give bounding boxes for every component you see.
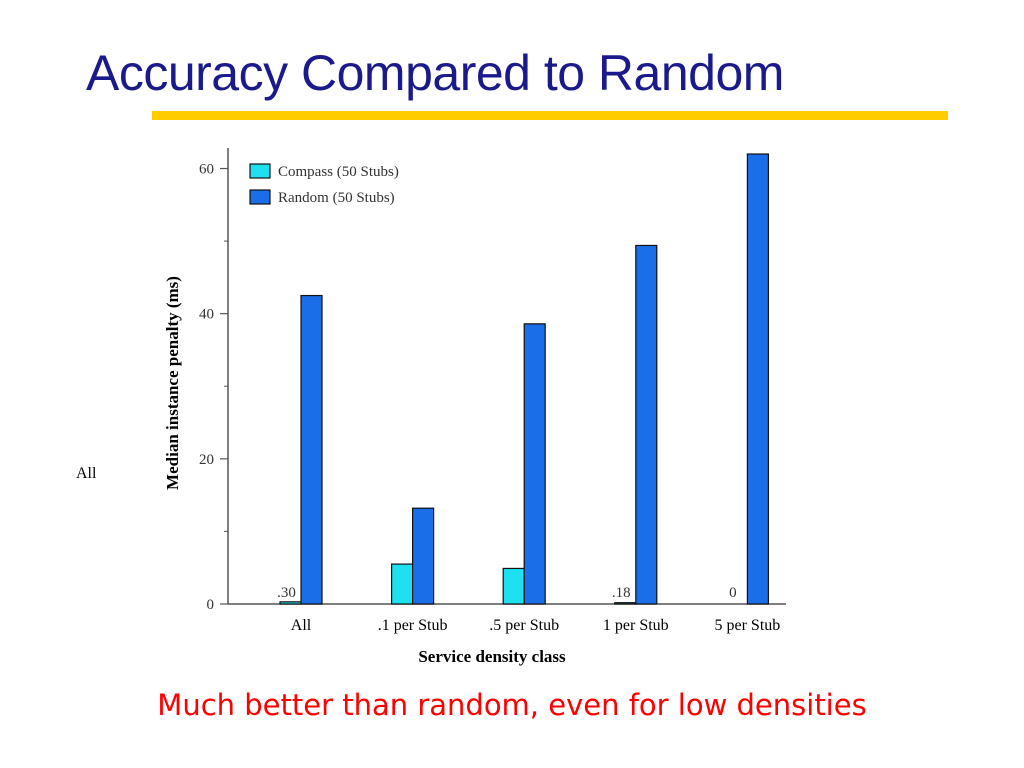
x-axis-label: Service density class: [418, 647, 566, 666]
bar-random: [300, 294, 323, 605]
bar-compass: [614, 602, 637, 605]
bar-random: [635, 244, 658, 605]
chart-bars: All .30 .1 per Stub .5 per Stub 1 per Stub .1…: [277, 153, 781, 634]
x-tick-label: .1 per Stub: [378, 617, 448, 634]
x-tick-label: All: [291, 617, 312, 634]
bar-random: [746, 153, 770, 605]
bar-data-label: 0: [729, 585, 737, 601]
side-label: All: [76, 465, 97, 482]
title-underline: [152, 111, 948, 120]
chart-axes: 0 20 40 60: [199, 148, 786, 613]
y-tick-label: 20: [199, 452, 214, 468]
bar-random: [412, 507, 435, 605]
x-tick-label: .5 per Stub: [489, 617, 559, 634]
x-tick-label: 1 per Stub: [603, 617, 669, 634]
bar-compass: [391, 563, 414, 605]
y-tick-label: 60: [199, 162, 214, 178]
legend-swatch: [249, 189, 271, 205]
y-tick-label: 0: [207, 597, 215, 613]
chart-legend: Compass (50 Stubs) Random (50 Stubs): [249, 163, 399, 206]
legend-swatch: [249, 163, 271, 179]
slide-title: Accuracy Compared to Random: [86, 45, 784, 101]
bar-compass: [502, 567, 525, 605]
caption: Much better than random, even for low de…: [157, 688, 867, 722]
y-tick-label: 40: [199, 307, 214, 323]
bar-compass: [279, 601, 302, 605]
y-axis-label: Median instance penalty (ms): [163, 276, 182, 490]
bar-random: [523, 323, 546, 605]
bar-data-label: .30: [277, 585, 296, 601]
x-tick-label: 5 per Stub: [715, 617, 781, 634]
legend-label: Compass (50 Stubs): [278, 164, 399, 180]
legend-label: Random (50 Stubs): [278, 190, 395, 206]
bar-data-label: .18: [612, 585, 631, 601]
